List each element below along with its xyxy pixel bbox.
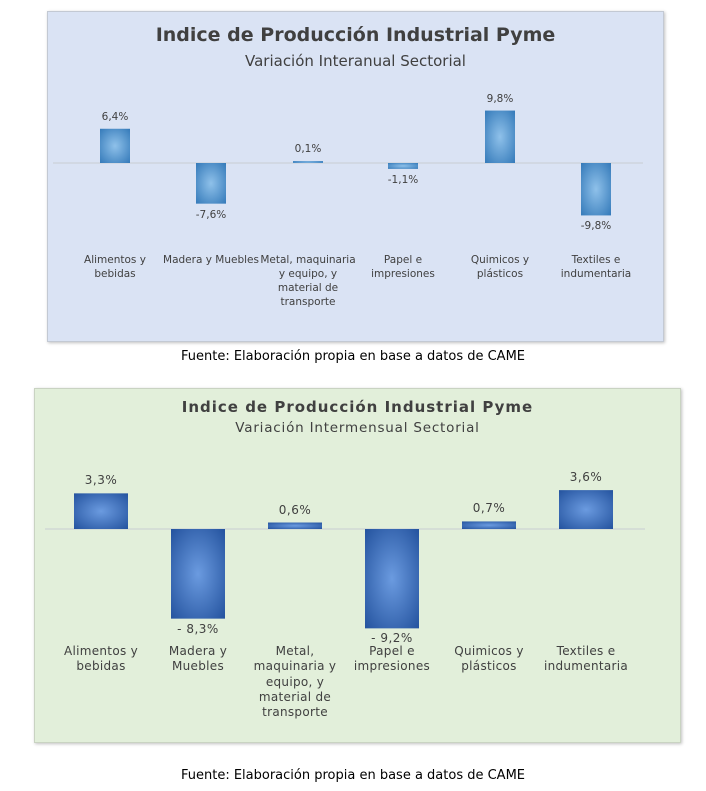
category-label: Papel e impresiones — [353, 644, 431, 674]
bar-2 — [196, 163, 226, 204]
chart-subtitle: Variación Intermensual Sectorial — [235, 420, 480, 436]
chart-subtitle: Variación Interanual Sectorial — [245, 52, 466, 70]
data-label: 3,6% — [569, 470, 603, 485]
category-label: Textiles e indumentaria — [560, 254, 632, 280]
bar-3 — [293, 161, 323, 163]
category-label: Papel e impresiones — [371, 254, 435, 280]
chart-plot-area — [53, 110, 643, 216]
data-label: -9,8% — [580, 220, 612, 233]
data-label: 0,7% — [472, 501, 506, 516]
bar-2 — [171, 529, 225, 619]
bar-4 — [388, 163, 418, 169]
data-label: 9,8% — [486, 92, 514, 105]
data-label: - 9,2% — [371, 631, 413, 646]
chart-caption: Fuente: Elaboración propia en base a dat… — [180, 349, 526, 364]
bar-5 — [462, 521, 516, 529]
chart-title: Indice de Producción Industrial Pyme — [155, 24, 556, 46]
bar-6 — [581, 163, 611, 216]
chart-title: Indice de Producción Industrial Pyme — [181, 398, 534, 416]
category-label: Madera y Muebles — [163, 254, 259, 266]
bar-5 — [485, 110, 515, 163]
data-label: - 8,3% — [177, 621, 219, 636]
category-label: Quimicos y plásticos — [470, 254, 530, 280]
category-label: Alimentos y bebidas — [84, 254, 146, 280]
data-label: 0,1% — [294, 143, 322, 155]
data-label: 3,3% — [84, 473, 118, 488]
category-label: Metal, maquinaria y equipo, y material d… — [260, 254, 356, 308]
category-label: Textiles e indumentaria — [543, 644, 629, 674]
data-label: 0,6% — [278, 502, 312, 517]
data-label: 6,4% — [101, 110, 129, 123]
chart-interanual: Indice de Producción Industrial Pyme Var… — [47, 11, 664, 342]
chart-intermensual: Indice de Producción Industrial Pyme Var… — [34, 388, 681, 743]
data-label: -1,1% — [387, 173, 419, 186]
bar-6 — [559, 490, 613, 529]
category-label: Madera y Muebles — [168, 644, 228, 674]
category-label: Quimicos y plásticos — [454, 644, 524, 674]
bar-3 — [268, 522, 322, 529]
category-label: Alimentos y bebidas — [63, 644, 139, 674]
category-label: Metal, maquinaria y equipo, y material d… — [253, 644, 337, 720]
bar-1 — [100, 128, 130, 163]
bar-1 — [74, 493, 128, 529]
bar-4 — [365, 529, 419, 629]
chart-plot-area — [45, 490, 645, 629]
data-label: -7,6% — [195, 208, 227, 221]
chart-caption: Fuente: Elaboración propia en base a dat… — [180, 768, 526, 783]
